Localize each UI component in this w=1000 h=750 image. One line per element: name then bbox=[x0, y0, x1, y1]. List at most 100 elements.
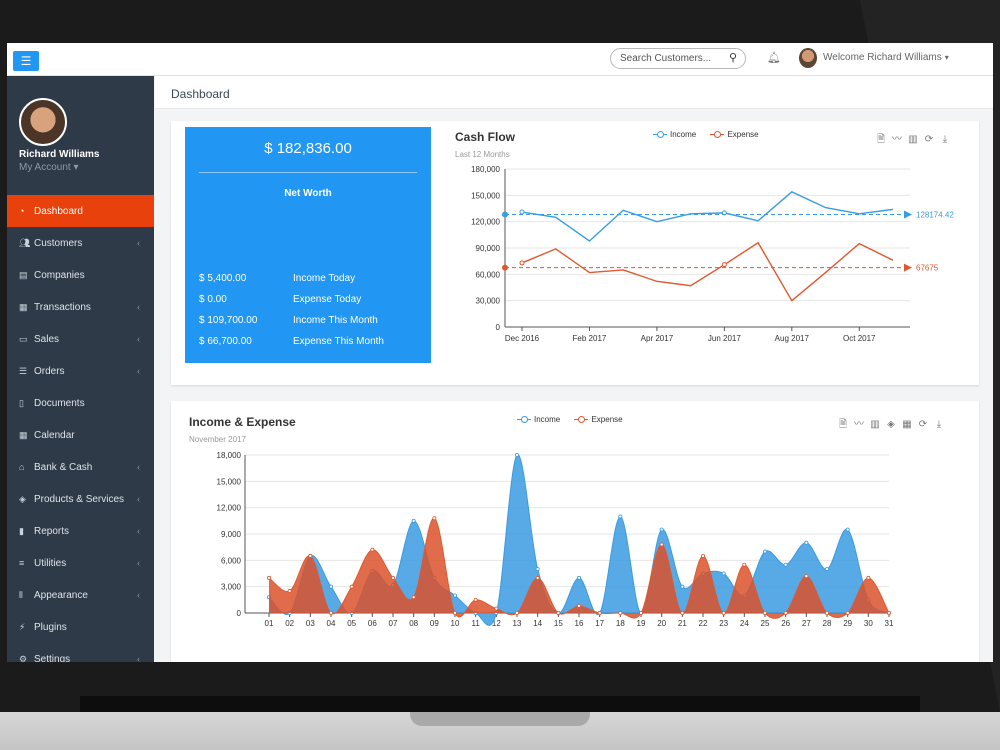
cashflow-card: $ 182,836.00 Net Worth $ 5,400.00 Income … bbox=[171, 121, 979, 385]
refresh-icon[interactable]: ⟳ bbox=[918, 419, 928, 430]
y-tick-label: 15,000 bbox=[217, 477, 242, 486]
data-point bbox=[638, 610, 643, 615]
series-area-expense bbox=[269, 518, 889, 619]
x-tick-label: 03 bbox=[306, 619, 315, 628]
x-tick-label: Jun 2017 bbox=[708, 334, 741, 343]
users-icon: 👥︎ bbox=[19, 238, 31, 248]
sidebar-item-calendar[interactable]: ▦ Calendar bbox=[7, 419, 154, 451]
income-expense-card: Income & Expense November 2017 Income Ex… bbox=[171, 401, 979, 662]
profile-avatar[interactable] bbox=[19, 98, 67, 146]
sidebar-item-customers[interactable]: 👥︎ Customers ‹ bbox=[7, 227, 154, 259]
data-point bbox=[659, 542, 664, 547]
data-view-icon[interactable]: 🗎︎ bbox=[876, 134, 886, 145]
sidebar-item-label: Companies bbox=[34, 270, 85, 281]
x-tick-label: 02 bbox=[285, 619, 294, 628]
sidebar-item-label: Reports bbox=[34, 526, 70, 537]
divider bbox=[199, 172, 417, 173]
search-icon[interactable]: ⚲ bbox=[728, 52, 737, 64]
sidebar-item-transactions[interactable]: ▦ Transactions ‹ bbox=[7, 291, 154, 323]
average-start bbox=[502, 211, 508, 218]
data-point bbox=[742, 562, 747, 567]
refresh-icon[interactable]: ⟳ bbox=[924, 134, 934, 145]
chevron-left-icon: ‹ bbox=[137, 654, 140, 662]
sidebar-item-companies[interactable]: ▤ Companies bbox=[7, 259, 154, 291]
data-point bbox=[349, 584, 354, 589]
credit-card-icon: ▭ bbox=[19, 334, 28, 344]
data-point bbox=[680, 610, 685, 615]
data-point bbox=[411, 595, 416, 600]
summary-amount: $ 0.00 bbox=[199, 294, 227, 305]
bank-icon: ⌂ bbox=[19, 462, 25, 472]
x-tick-label: 21 bbox=[678, 619, 687, 628]
income-expense-legend: Income Expense bbox=[517, 415, 635, 424]
income-expense-toolbar: 🗎︎ 〰 ▥ ◈ ▦ ⟳ ⤓ bbox=[835, 415, 947, 434]
line-chart-icon[interactable]: 〰 bbox=[892, 134, 902, 145]
data-point bbox=[287, 589, 292, 594]
x-tick-label: 10 bbox=[451, 619, 460, 628]
cashflow-chart: 0 30,000 60,000 90,000 120,000 150,000 180,000… bbox=[471, 165, 954, 343]
data-point bbox=[556, 610, 561, 615]
legend-income[interactable]: Income bbox=[653, 130, 696, 139]
chevron-left-icon: ‹ bbox=[137, 334, 140, 344]
summary-label: Income Today bbox=[293, 273, 356, 284]
sidebar-item-documents[interactable]: ▯ Documents bbox=[7, 387, 154, 419]
data-point bbox=[845, 610, 850, 615]
download-icon[interactable]: ⤓ bbox=[942, 134, 948, 145]
summary-amount: $ 5,400.00 bbox=[199, 273, 247, 284]
menu-toggle-icon[interactable]: ☰ bbox=[13, 51, 39, 71]
data-point bbox=[473, 597, 478, 602]
sidebar-item-dashboard[interactable]: ◔ Dashboard bbox=[7, 195, 154, 227]
x-tick-label: 28 bbox=[823, 619, 832, 628]
x-tick-label: 11 bbox=[472, 619, 481, 628]
data-point bbox=[721, 610, 726, 615]
data-point bbox=[535, 567, 540, 572]
line-chart-icon[interactable]: 〰 bbox=[854, 419, 864, 430]
sidebar-nav: ◔ Dashboard 👥︎ Customers ‹ ▤ Companies ▦ Transac… bbox=[7, 195, 154, 662]
x-tick-label: Apr 2017 bbox=[641, 334, 674, 343]
stack-icon[interactable]: ◈ bbox=[887, 419, 895, 430]
sidebar-item-utilities[interactable]: ≡ Utilities ‹ bbox=[7, 547, 154, 579]
sidebar-item-orders[interactable]: ☰ Orders ‹ bbox=[7, 355, 154, 387]
x-tick-label: 12 bbox=[492, 619, 501, 628]
x-tick-label: Oct 2017 bbox=[843, 334, 876, 343]
x-tick-label: 18 bbox=[616, 619, 625, 628]
data-point bbox=[411, 518, 416, 523]
sidebar-item-label: Products & Services bbox=[34, 494, 125, 505]
legend-expense[interactable]: Expense bbox=[710, 130, 759, 139]
sidebar-item-label: Dashboard bbox=[34, 206, 83, 217]
user-menu[interactable]: Welcome Richard Williams ▾ bbox=[823, 52, 949, 63]
bar-chart-icon[interactable]: ▥ bbox=[908, 134, 918, 145]
data-point bbox=[845, 527, 850, 532]
data-point bbox=[866, 575, 871, 580]
bell-icon[interactable]: 🔔︎ bbox=[767, 52, 781, 64]
laptop-notch bbox=[410, 712, 590, 726]
dashboard-icon: ◔ bbox=[19, 206, 25, 216]
sidebar-item-sales[interactable]: ▭ Sales ‹ bbox=[7, 323, 154, 355]
data-point bbox=[680, 584, 685, 589]
sidebar-item-products-services[interactable]: ◈ Products & Services ‹ bbox=[7, 483, 154, 515]
sidebar-item-label: Sales bbox=[34, 334, 60, 345]
sidebar-item-bank-cash[interactable]: ⌂ Bank & Cash ‹ bbox=[7, 451, 154, 483]
search-input[interactable]: Search Customers... ⚲ bbox=[610, 48, 746, 69]
data-point bbox=[618, 610, 623, 615]
data-view-icon[interactable]: 🗎︎ bbox=[838, 419, 848, 430]
legend-label: Income bbox=[534, 415, 561, 424]
avatar[interactable] bbox=[799, 48, 817, 68]
data-point bbox=[328, 584, 333, 589]
x-tick-label: 16 bbox=[575, 619, 584, 628]
download-icon[interactable]: ⤓ bbox=[936, 419, 942, 430]
sidebar-item-reports[interactable]: ▮ Reports ‹ bbox=[7, 515, 154, 547]
tiled-icon[interactable]: ▦ bbox=[902, 419, 912, 430]
legend-expense[interactable]: Expense bbox=[574, 415, 623, 424]
data-point bbox=[618, 514, 623, 519]
welcome-text: Welcome Richard Williams bbox=[823, 52, 942, 63]
bar-chart-icon[interactable]: ▥ bbox=[870, 419, 880, 430]
sidebar-item-plugins[interactable]: ⚡︎ Plugins bbox=[7, 611, 154, 643]
data-point bbox=[597, 610, 602, 615]
my-account-link[interactable]: My Account ▾ bbox=[19, 162, 79, 173]
legend-label: Income bbox=[670, 130, 697, 139]
legend-income[interactable]: Income bbox=[517, 415, 560, 424]
sidebar-item-settings[interactable]: ⚙︎ Settings ‹ bbox=[7, 643, 154, 662]
average-start bbox=[502, 264, 508, 271]
sidebar-item-appearance[interactable]: ⫴ Appearance ‹ bbox=[7, 579, 154, 611]
